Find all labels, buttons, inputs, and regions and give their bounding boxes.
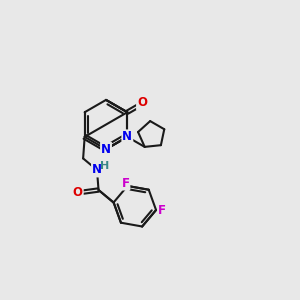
Text: N: N xyxy=(92,164,102,176)
Text: O: O xyxy=(137,97,147,110)
Text: F: F xyxy=(122,177,129,190)
Text: N: N xyxy=(101,143,111,156)
Text: H: H xyxy=(100,161,109,171)
Text: N: N xyxy=(122,130,132,143)
Text: F: F xyxy=(158,204,166,217)
Text: O: O xyxy=(73,186,83,199)
